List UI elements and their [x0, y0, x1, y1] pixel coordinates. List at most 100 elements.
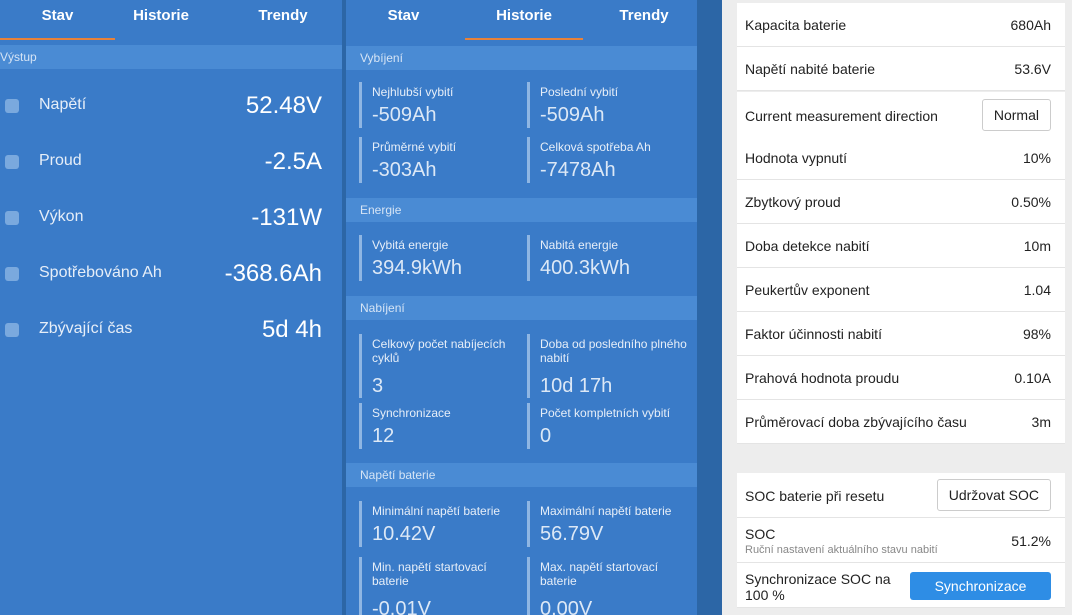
setting-value: 1.04	[1023, 282, 1051, 298]
divider-bar	[527, 501, 530, 547]
setting-sublabel: Ruční nastavení aktuálního stavu nabití	[745, 544, 938, 556]
row-value: -131W	[251, 204, 322, 231]
item-label: Synchronizace	[372, 406, 451, 420]
item-label: Doba od posledního plného nabití	[540, 337, 687, 365]
setting-value: 98%	[1022, 326, 1051, 342]
item-value: 10d 17h	[540, 375, 613, 397]
divider-bar	[527, 82, 530, 128]
setting-button[interactable]: Udržovat SOC	[936, 478, 1051, 511]
setting-row: Kapacita baterie 680Ah	[737, 3, 1065, 47]
left-panel: Stav Historie Trendy Výstup Napětí 52.48V Prou…	[0, 0, 342, 615]
divider-bar	[359, 403, 362, 449]
item-label: Poslední vybití	[540, 85, 619, 99]
setting-row: Napětí nabité baterie 53.6V	[737, 47, 1065, 91]
row-value: -2.5A	[264, 148, 322, 175]
setting-value: 0.50%	[1011, 194, 1051, 210]
divider-bar	[527, 557, 530, 615]
tab[interactable]: Trendy	[619, 7, 669, 24]
item-label: Vybitá energie	[372, 238, 449, 252]
row-label: Spotřebováno Ah	[39, 264, 162, 281]
tab[interactable]: Trendy	[258, 7, 308, 24]
row-value: 5d 4h	[261, 316, 322, 343]
setting-value: 680Ah	[1010, 17, 1051, 33]
setting-label: Doba detekce nabití	[745, 238, 870, 254]
item-value: 12	[372, 425, 395, 447]
item-value: -0.01V	[372, 598, 431, 615]
divider-bar	[359, 501, 362, 547]
item-label: Počet kompletních vybití	[540, 406, 671, 420]
divider-bar	[527, 137, 530, 183]
setting-label: Zbytkový proud	[745, 194, 841, 210]
item-value: -509Ah	[540, 104, 605, 126]
section-header: Nabíjení	[346, 296, 697, 320]
item-value: 394.9kWh	[372, 257, 463, 279]
setting-row: Peukertův exponent 1.04	[737, 268, 1065, 312]
section-header: Výstup	[0, 45, 342, 69]
row-value: -368.6Ah	[224, 260, 322, 287]
row-label: Výkon	[39, 208, 84, 225]
item-label: Celkový počet nabíjecích cyklů	[372, 337, 506, 365]
divider-bar	[359, 334, 362, 398]
setting-label: Peukertův exponent	[745, 282, 870, 298]
setting-value: 10m	[1023, 238, 1051, 254]
setting-value: 10%	[1022, 150, 1051, 166]
divider-bar	[359, 82, 362, 128]
divider-bar	[359, 137, 362, 183]
icon	[5, 267, 19, 281]
item-value: -509Ah	[372, 104, 437, 126]
setting-label: Prahová hodnota proudu	[745, 370, 900, 386]
item-label: Nejhlubší vybití	[372, 85, 454, 99]
item-value: 400.3kWh	[540, 257, 631, 279]
setting-value: 53.6V	[1014, 61, 1051, 77]
setting-row: Doba detekce nabití 10m	[737, 224, 1065, 268]
setting-row: Faktor účinnosti nabití 98%	[737, 312, 1065, 356]
icon	[5, 99, 19, 113]
item-label: Maximální napětí baterie	[540, 504, 672, 518]
item-label: Max. napětí startovací baterie	[540, 560, 659, 588]
row-value: 52.48V	[245, 92, 322, 119]
setting-label: Faktor účinnosti nabití	[745, 326, 882, 342]
icon	[5, 155, 19, 169]
divider-bar	[359, 235, 362, 281]
section-header: Energie	[346, 198, 697, 222]
setting-label: Current measurement direction	[745, 107, 938, 124]
setting-row: SOC baterie při resetu Udržovat SOC	[737, 473, 1065, 518]
divider-bar	[527, 403, 530, 449]
item-value: 56.79V	[540, 523, 604, 545]
setting-label: Napětí nabité baterie	[745, 61, 875, 77]
setting-label: SOC	[745, 526, 776, 542]
setting-label: Kapacita baterie	[745, 17, 847, 33]
setting-row: Prahová hodnota proudu 0.10A	[737, 356, 1065, 400]
item-value: 10.42V	[372, 523, 436, 545]
setting-row: Synchronizace SOC na 100 % Synchronizace	[737, 563, 1065, 608]
setting-label: Synchronizace SOC na 100 %	[745, 571, 891, 603]
tab[interactable]: Stav	[387, 7, 420, 24]
item-label: Celková spotřeba Ah	[540, 140, 651, 154]
item-label: Min. napětí startovací baterie	[372, 560, 487, 588]
icon	[5, 211, 19, 225]
item-value: 0	[540, 425, 552, 447]
setting-value: 51.2%	[1011, 532, 1051, 549]
item-value: 0.00V	[540, 598, 593, 615]
row-label: Napětí	[39, 96, 87, 113]
section-header: Napětí baterie	[346, 463, 697, 487]
setting-row: Current measurement direction Normal	[737, 92, 1065, 139]
divider-bar	[359, 557, 362, 615]
sync-button[interactable]: Synchronizace	[910, 571, 1051, 600]
setting-label: Hodnota vypnutí	[745, 150, 847, 166]
tab[interactable]: Historie	[465, 0, 583, 40]
item-value: -303Ah	[372, 159, 437, 181]
icon	[5, 323, 19, 337]
setting-button[interactable]: Normal	[981, 98, 1051, 131]
divider-bar	[527, 235, 530, 281]
setting-row: Hodnota vypnutí 10%	[737, 136, 1065, 180]
middle-panel: Stav Historie Trendy Vybíjení Nejhlubší vybi…	[346, 0, 697, 615]
setting-label: SOC baterie při resetu	[745, 487, 885, 504]
tab[interactable]: Stav	[0, 0, 115, 40]
divider-bar	[527, 334, 530, 398]
setting-label: Průměrovací doba zbývajícího času	[745, 414, 967, 430]
setting-row: Průměrovací doba zbývajícího času 3m	[737, 400, 1065, 444]
tab[interactable]: Historie	[133, 7, 189, 24]
row-label: Zbývající čas	[39, 320, 133, 337]
